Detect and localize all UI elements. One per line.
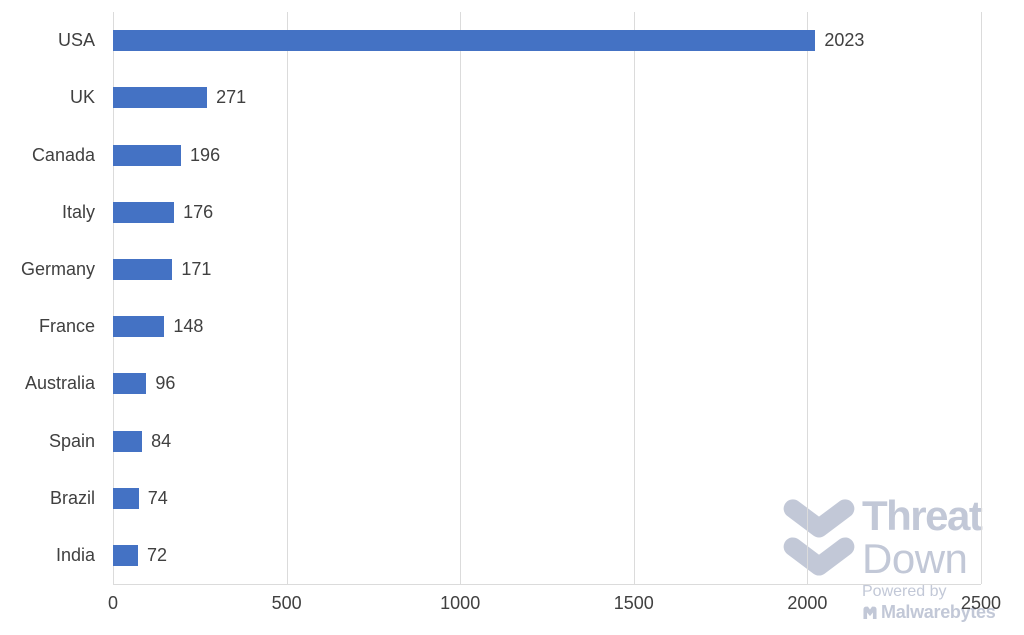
- gridline: [113, 12, 114, 584]
- bar-value-label: 96: [155, 373, 176, 394]
- logo-down-text: Down: [862, 535, 968, 582]
- threatdown-logo-text: Threat Down Powered by Malwarebytes: [862, 492, 996, 623]
- bar-usa: [113, 30, 816, 52]
- category-labels: USA UK Canada Italy Germany France Australia Sp…: [0, 12, 104, 584]
- bar-row: 74: [113, 470, 981, 527]
- bar-row: 196: [113, 126, 981, 183]
- bar-value-label: 148: [173, 316, 204, 337]
- bar-row: 176: [113, 184, 981, 241]
- x-tick-label: 500: [271, 593, 302, 613]
- malwarebytes-m-icon: [863, 606, 877, 620]
- bar-italy: [113, 201, 175, 223]
- gridline: [981, 12, 982, 584]
- bar-row: 84: [113, 412, 981, 469]
- category-label-uk: UK: [69, 87, 95, 108]
- category-label-spain: Spain: [48, 430, 95, 451]
- gridline: [286, 12, 288, 584]
- category-label-italy: Italy: [61, 201, 95, 222]
- bar-uk: [113, 87, 208, 109]
- bar-germany: [113, 258, 173, 280]
- x-tick-label: 0: [107, 593, 119, 613]
- gridline: [633, 12, 635, 584]
- bar-row: 271: [113, 69, 981, 126]
- plot-area: 2023 271 196 176 171 148 96 84 74 72: [113, 12, 982, 585]
- x-axis-ticks: 0 500 1000 1500 2000 2500: [108, 593, 1001, 617]
- category-label-usa: USA: [57, 30, 95, 51]
- bar-row: 171: [113, 241, 981, 298]
- bar-france: [113, 316, 165, 338]
- category-label-brazil: Brazil: [49, 487, 95, 508]
- category-label-france: France: [38, 316, 95, 337]
- bar-row: 72: [113, 527, 981, 584]
- bar-rows: 2023 271 196 176 171 148 96 84 74 72: [113, 12, 981, 584]
- threatdown-logo: Threat Down Powered by Malwarebytes: [782, 492, 996, 623]
- x-tick-label: 1000: [440, 593, 481, 613]
- bar-canada: [113, 144, 182, 166]
- gridline: [807, 12, 809, 584]
- bar-value-label: 271: [216, 87, 247, 108]
- category-label-australia: Australia: [24, 373, 95, 394]
- bar-brazil: [113, 487, 139, 509]
- bar-value-label: 171: [181, 258, 212, 279]
- malwarebytes-brand-text: Malwarebytes: [881, 602, 996, 622]
- bar-value-label: 2023: [824, 30, 865, 51]
- category-label-canada: Canada: [31, 144, 95, 165]
- logo-threat-text: Threat: [862, 492, 983, 539]
- powered-by-text: Powered by: [862, 583, 947, 600]
- bar-row: 2023: [113, 12, 981, 69]
- bar-value-label: 196: [190, 144, 221, 165]
- category-label-india: India: [55, 544, 95, 565]
- gridline: [460, 12, 462, 584]
- bar-value-label: 84: [151, 430, 172, 451]
- category-label-germany: Germany: [20, 258, 95, 279]
- malwarebytes-wordmark: Malwarebytes: [862, 602, 996, 623]
- x-tick-label: 1500: [613, 593, 654, 613]
- threatdown-chevron-icon: [783, 499, 855, 576]
- bar-row: 148: [113, 298, 981, 355]
- bar-spain: [113, 430, 143, 452]
- x-tick-label: 2000: [787, 593, 828, 613]
- x-tick-label: 2500: [960, 593, 1002, 613]
- bar-row: 96: [113, 355, 981, 412]
- bar-value-label: 176: [183, 201, 214, 222]
- bar-value-label: 72: [146, 544, 168, 565]
- bar-india: [113, 544, 138, 566]
- bar-value-label: 74: [147, 487, 168, 508]
- bar-australia: [113, 373, 147, 395]
